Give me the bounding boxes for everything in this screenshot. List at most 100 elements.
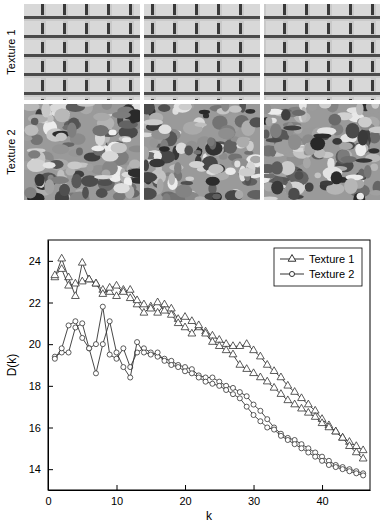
texture-grain [97, 179, 112, 186]
texture-grain [353, 192, 365, 200]
texture-photo [24, 4, 140, 100]
series-marker [107, 352, 112, 357]
texture-photo [264, 4, 380, 100]
row-label: Texture 2 [5, 129, 17, 174]
series-marker [161, 306, 169, 313]
texture-grain [168, 173, 175, 185]
series-marker [162, 358, 167, 363]
series-marker [244, 404, 249, 409]
series-marker [244, 394, 249, 399]
texture-grain [355, 158, 372, 162]
series-marker [78, 277, 86, 284]
texture-grain [93, 113, 110, 121]
texture-grain [144, 119, 163, 125]
series-marker [278, 433, 283, 438]
series-marker [107, 319, 112, 324]
texture-grain [247, 190, 260, 199]
texture-grain [35, 174, 45, 187]
series-marker [73, 319, 78, 324]
texture-grain [303, 157, 311, 168]
series-marker [92, 279, 100, 286]
texture-grain [356, 104, 364, 115]
tick-label: 0 [45, 495, 51, 507]
texture-grain [264, 196, 278, 200]
x-axis-title: k [206, 509, 213, 523]
series-marker [237, 390, 242, 395]
series-marker [332, 427, 340, 434]
texture-grain [102, 104, 112, 110]
texture-grain [208, 164, 223, 174]
figure: Texture 1Texture 2010203040141618202224k… [0, 0, 383, 524]
texture-grain [157, 179, 164, 193]
series-marker [100, 342, 105, 347]
texture-grain [144, 104, 155, 114]
series-marker [210, 375, 215, 380]
texture-grain [357, 193, 364, 200]
series-marker [51, 271, 59, 278]
tick-mark [48, 344, 53, 345]
tick: 40 [316, 485, 328, 507]
texture-grain [346, 123, 360, 138]
series-marker [257, 373, 265, 380]
tick: 22 [29, 297, 53, 309]
tick-mark [185, 485, 186, 490]
tick-mark [48, 386, 53, 387]
texture-grain [221, 104, 229, 112]
texture-grain [162, 193, 170, 200]
texture-grain [194, 123, 206, 127]
series-marker [52, 356, 57, 361]
series-marker [85, 275, 93, 282]
texture-grain [185, 176, 194, 181]
texture-grain [371, 104, 379, 109]
series-marker [148, 352, 153, 357]
series-marker [339, 433, 347, 440]
tick: 14 [29, 463, 53, 475]
texture-grain [239, 168, 255, 176]
series-marker [128, 375, 133, 380]
series-marker [58, 254, 66, 261]
series-marker [140, 300, 148, 307]
series-marker [320, 458, 325, 463]
series-marker [215, 342, 223, 349]
series-marker [87, 346, 92, 351]
plot-area [51, 254, 367, 478]
texture-grain [271, 161, 283, 174]
texture-grain [144, 188, 157, 200]
series-marker [78, 258, 86, 265]
texture-grain [234, 161, 240, 168]
series-marker [277, 390, 285, 397]
series-marker [93, 342, 98, 347]
texture-grain [358, 130, 368, 146]
series-marker [133, 296, 141, 303]
texture-grain [355, 143, 366, 156]
texture-2-image [144, 104, 260, 200]
texture-grain [264, 104, 271, 114]
texture-grain [229, 106, 242, 113]
texture-grain [295, 171, 304, 180]
texture-grain [77, 104, 95, 107]
series-marker [65, 281, 73, 288]
series-marker [119, 288, 127, 295]
texture-grain [369, 126, 380, 133]
series-marker [202, 329, 210, 336]
texture-grain [179, 104, 192, 110]
tick-mark [117, 485, 118, 490]
texture-grain [328, 114, 341, 126]
texture-grain [149, 138, 158, 147]
series-marker [270, 367, 278, 374]
texture-grain [31, 118, 38, 125]
series-marker [265, 425, 270, 430]
texture-grain [94, 175, 112, 179]
texture-grain [235, 190, 244, 199]
tick-label: 40 [316, 495, 328, 507]
series-marker [121, 346, 126, 351]
series-marker [182, 369, 187, 374]
series-marker [304, 408, 312, 415]
texture-grain [59, 184, 70, 196]
legend-label: Texture 1 [309, 253, 354, 265]
series-marker [263, 377, 271, 384]
series-marker [176, 365, 181, 370]
series-marker [272, 427, 277, 432]
series-marker [80, 335, 85, 340]
texture-grain [245, 109, 255, 114]
